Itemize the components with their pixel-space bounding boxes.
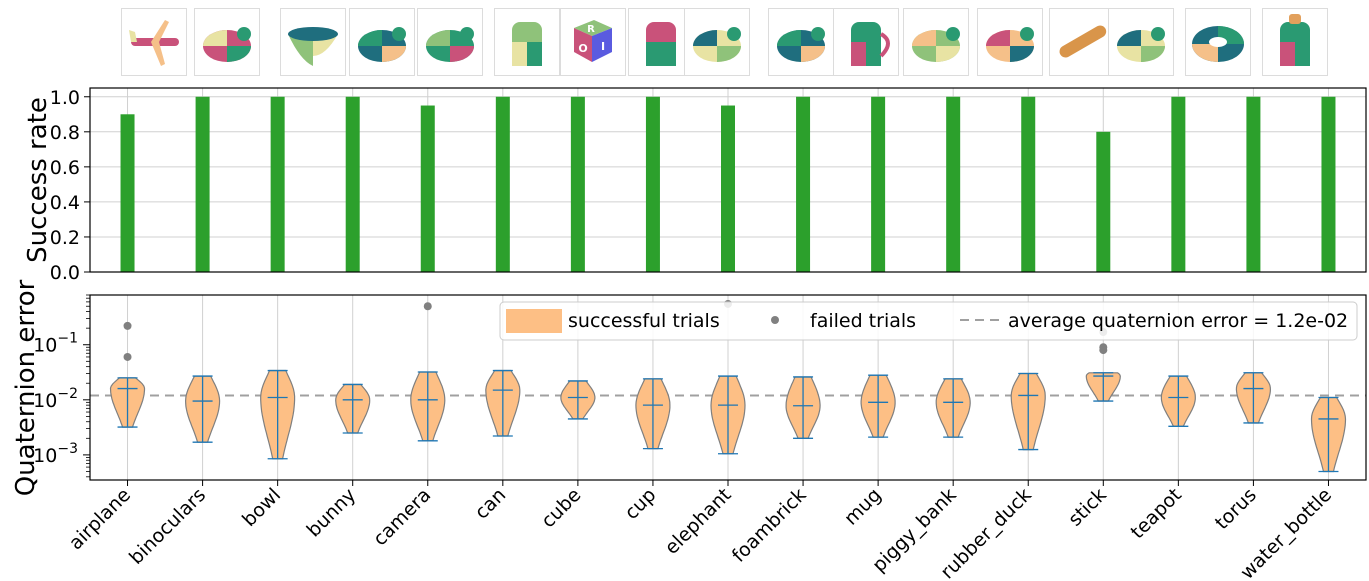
success-bar: [796, 96, 811, 272]
thumbnail-foambrick: [768, 8, 834, 76]
success-ylabel: Success rate: [23, 97, 53, 263]
success-bar: [1321, 96, 1336, 272]
success-yticks: 0.0 0.2 0.4 0.6 0.8 1.0: [50, 87, 90, 284]
success-ytick-label: 0.2: [50, 227, 80, 249]
piggy_bank-icon: [903, 8, 969, 76]
thumbnail-stick: [1049, 8, 1115, 76]
thumbnail-airplane: [113, 8, 195, 76]
failed-trial-point: [423, 302, 432, 311]
category-label: torus: [1211, 484, 1261, 534]
failed-trial-point: [123, 352, 132, 361]
category-label: stick: [1064, 484, 1111, 531]
success-bar: [420, 105, 435, 273]
cube-icon: RO I: [560, 8, 626, 76]
rubber_duck-icon: [977, 8, 1043, 76]
category-label: bunny: [303, 484, 361, 542]
category-label: binoculars: [125, 484, 210, 569]
binoculars-icon: [194, 8, 260, 76]
cube-letter: I: [601, 40, 605, 53]
success-bar: [570, 96, 585, 272]
thumbnail-elephant: [684, 8, 750, 76]
legend-average-label: average quaternion error = 1.2e-02: [1008, 310, 1348, 332]
success-bar: [120, 114, 135, 273]
category-label: foambrick: [728, 484, 811, 567]
success-bar: [1171, 96, 1186, 272]
success-bar: [270, 96, 285, 272]
thumbnail-rubber_duck: [977, 8, 1043, 76]
quaternion-yticks: 10−310−210−1: [33, 294, 90, 478]
category-label: cup: [620, 484, 660, 524]
mug-icon: [833, 8, 899, 76]
success-bar: [495, 96, 510, 272]
thumbnail-bowl: [280, 8, 346, 76]
category-label: airplane: [65, 484, 135, 554]
airplane-icon: [121, 8, 187, 76]
elephant-icon: [684, 8, 750, 76]
success-rate-panel: 0.0 0.2 0.4 0.6 0.8 1.0 Success rate: [23, 87, 1367, 284]
thumbnail-teapot: [1108, 8, 1174, 76]
success-bar: [1246, 96, 1261, 272]
success-bar: [946, 96, 961, 272]
thumbnail-mug: [833, 8, 899, 76]
category-label: bowl: [238, 484, 285, 531]
failed-trial-point: [1099, 346, 1108, 355]
thumbnail-can: [494, 8, 560, 76]
success-ytick-label: 0.8: [50, 122, 80, 144]
foambrick-icon: [768, 8, 834, 76]
failed-trial-point: [123, 321, 132, 330]
thumbnail-cup: [628, 8, 694, 76]
torus-icon: [1185, 8, 1251, 76]
camera-icon: [417, 8, 483, 76]
thumbnail-bunny: [349, 8, 415, 76]
thumbnail-torus: [1185, 8, 1251, 76]
category-label: camera: [369, 484, 435, 550]
cup-icon: [628, 8, 694, 76]
stick-icon: [1049, 8, 1115, 76]
legend-successful-label: successful trials: [568, 310, 720, 332]
category-label: can: [471, 484, 511, 524]
success-ytick-label: 0.4: [50, 192, 80, 214]
success-bar: [195, 96, 210, 272]
category-label: elephant: [661, 484, 736, 559]
cube-letter: O: [578, 42, 587, 55]
cube-letter: R: [587, 24, 595, 35]
thumbnail-piggy_bank: [903, 8, 969, 76]
teapot-icon: [1108, 8, 1174, 76]
category-label: mug: [840, 484, 886, 530]
success-ytick-label: 0.6: [50, 157, 80, 179]
success-bar: [871, 96, 886, 272]
success-bar: [645, 96, 660, 272]
success-axes-frame: [89, 87, 1367, 273]
category-label: teapot: [1127, 484, 1186, 543]
legend-failed-marker: [771, 316, 779, 324]
bunny-icon: [349, 8, 415, 76]
quaternion-ylabel: Quaternion error: [11, 279, 41, 496]
success-ytick-label: 1.0: [50, 87, 80, 109]
success-bar: [1096, 131, 1111, 272]
success-bar: [721, 105, 735, 273]
thumbnail-water_bottle: [1262, 8, 1328, 76]
legend: successful trials failed trials average …: [499, 301, 1358, 341]
quaternion-error-panel: 10−310−210−1 Quaternion error successful…: [11, 279, 1367, 581]
violins: [109, 369, 1347, 473]
water_bottle-icon: [1262, 8, 1328, 76]
legend-successful-swatch: [506, 309, 562, 333]
thumbnail-binoculars: [194, 8, 260, 76]
legend-failed-label: failed trials: [810, 310, 916, 332]
category-label: cube: [537, 484, 585, 532]
success-bars: [120, 96, 1336, 273]
success-bar: [345, 96, 360, 272]
can-icon: [494, 8, 560, 76]
legend-box: [499, 301, 1358, 341]
success-ytick-label: 0.0: [50, 262, 80, 284]
bowl-icon: [280, 8, 346, 76]
thumbnail-camera: [417, 8, 483, 76]
success-bar: [1021, 96, 1036, 272]
